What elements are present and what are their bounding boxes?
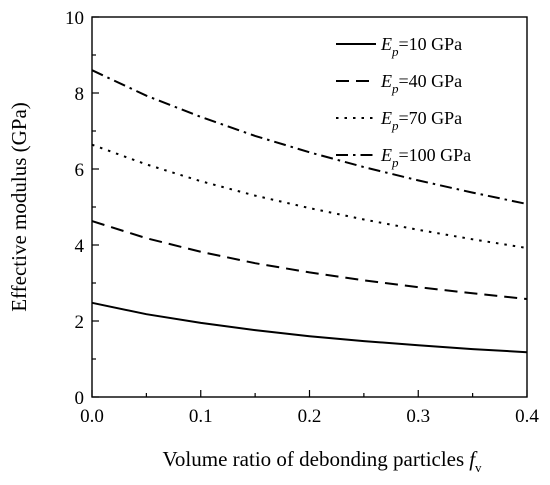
series-line-3 xyxy=(91,143,528,249)
legend-symbol: E xyxy=(380,34,392,54)
legend-value: =10 GPa xyxy=(399,34,463,54)
plot-frame xyxy=(91,16,528,398)
series-line-4 xyxy=(91,69,528,205)
x-tick-label: 0.1 xyxy=(189,406,213,427)
y-tick-label: 4 xyxy=(75,236,85,257)
legend-value: =100 GPa xyxy=(399,145,472,165)
legend-value: =40 GPa xyxy=(399,71,463,91)
x-axis-label-text: Volume ratio of debonding particles xyxy=(162,447,464,471)
legend-subscript: p xyxy=(391,81,399,96)
legend-label-1: Ep=10 GPa xyxy=(380,34,462,59)
x-axis-label-symbol: f xyxy=(469,447,478,471)
y-tick-label: 8 xyxy=(75,84,85,105)
series-layer xyxy=(91,69,528,354)
legend-subscript: p xyxy=(391,118,399,133)
x-tick-label: 0.2 xyxy=(298,406,322,427)
legend-symbol: E xyxy=(380,108,392,128)
legend-symbol: E xyxy=(380,71,392,91)
y-tick-label: 10 xyxy=(65,8,84,29)
legend-subscript: p xyxy=(391,155,399,170)
legend-subscript: p xyxy=(391,44,399,59)
legend-label-2: Ep=40 GPa xyxy=(380,71,462,96)
x-tick-label: 0.0 xyxy=(80,406,104,427)
y-axis-label: Effective modulus (GPa) xyxy=(7,102,31,312)
legend-symbol: E xyxy=(380,145,392,165)
y-tick-label: 2 xyxy=(75,312,85,333)
x-tick-label: 0.4 xyxy=(515,406,539,427)
x-axis-label: Volume ratio of debonding particles fv xyxy=(162,447,482,475)
legend-label-3: Ep=70 GPa xyxy=(380,108,462,133)
series-line-2 xyxy=(91,220,528,300)
axis-ticks: 0.0 0.1 0.2 0.3 0.4 0 2 4 6 8 10 xyxy=(65,8,539,427)
x-axis-label-subscript: v xyxy=(475,460,482,475)
series-line-1 xyxy=(91,301,528,354)
legend-value: =70 GPa xyxy=(399,108,463,128)
legend-label-4: Ep=100 GPa xyxy=(380,145,471,170)
y-tick-label: 6 xyxy=(75,160,85,181)
x-tick-label: 0.3 xyxy=(406,406,430,427)
y-tick-label: 0 xyxy=(75,388,85,409)
